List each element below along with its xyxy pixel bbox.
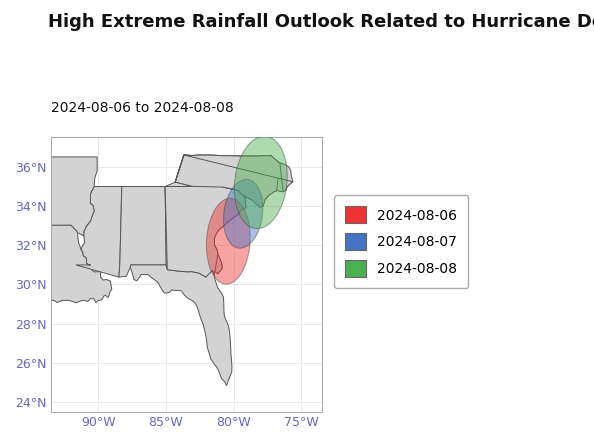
Polygon shape — [130, 245, 232, 385]
Polygon shape — [175, 155, 280, 207]
Polygon shape — [43, 225, 112, 303]
Ellipse shape — [223, 179, 263, 248]
Polygon shape — [43, 157, 97, 236]
Polygon shape — [175, 155, 293, 207]
Legend: 2024-08-06, 2024-08-07, 2024-08-08: 2024-08-06, 2024-08-07, 2024-08-08 — [334, 195, 468, 288]
Text: 2024-08-06 to 2024-08-08: 2024-08-06 to 2024-08-08 — [51, 101, 233, 115]
Polygon shape — [165, 182, 246, 277]
Polygon shape — [165, 182, 246, 277]
Polygon shape — [119, 186, 166, 277]
Polygon shape — [94, 155, 293, 192]
Ellipse shape — [234, 136, 287, 229]
Text: High Extreme Rainfall Outlook Related to Hurricane Debby: High Extreme Rainfall Outlook Related to… — [48, 13, 594, 32]
Polygon shape — [76, 186, 122, 277]
Ellipse shape — [206, 198, 250, 284]
